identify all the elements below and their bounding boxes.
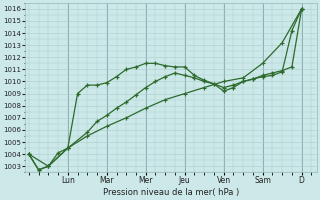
X-axis label: Pression niveau de la mer( hPa ): Pression niveau de la mer( hPa ) — [103, 188, 239, 197]
